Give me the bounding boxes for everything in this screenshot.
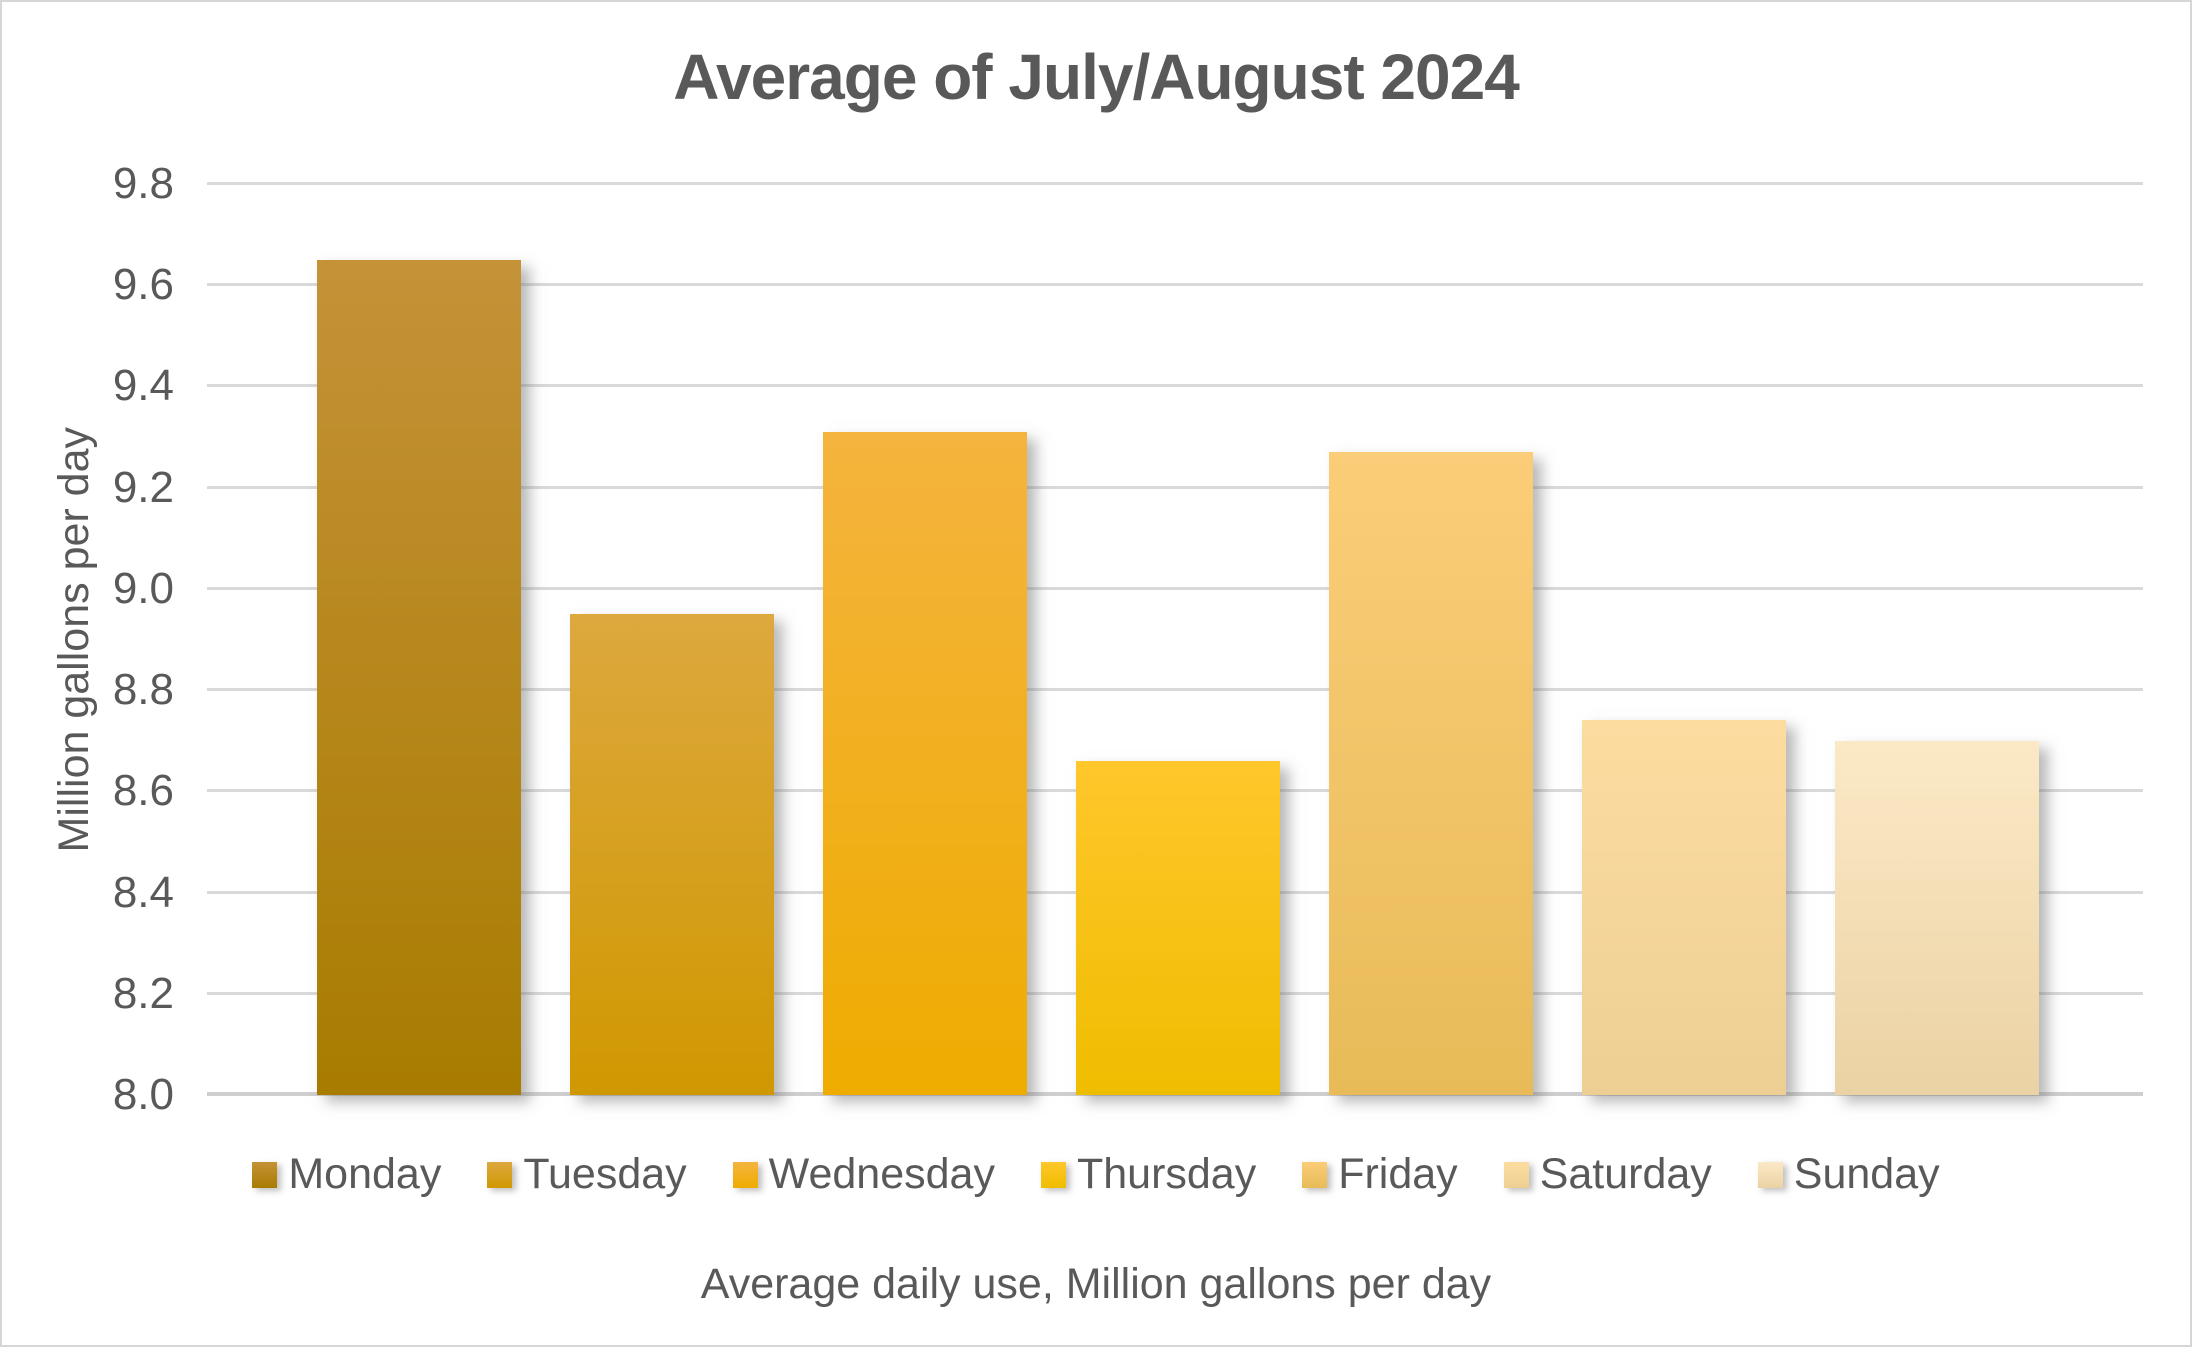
gridline — [207, 688, 2143, 692]
bar-saturday — [1582, 720, 1786, 1095]
chart-title: Average of July/August 2024 — [673, 41, 1520, 113]
legend-swatch-icon — [487, 1161, 513, 1188]
gridline — [207, 182, 2143, 185]
y-tick-labels: 8.0 8.2 8.4 8.6 8.8 9.0 9.2 9.4 9.6 9.8 — [2, 159, 174, 1119]
legend-swatch-icon — [1757, 1161, 1783, 1188]
legend-label: Tuesday — [523, 1150, 687, 1198]
legend-label: Friday — [1338, 1150, 1458, 1198]
y-tick-label: 8.8 — [112, 665, 174, 715]
legend-swatch-icon — [252, 1161, 278, 1188]
gridline — [207, 283, 2143, 287]
y-tick-label: 8.4 — [112, 867, 174, 917]
legend-item-friday: Friday — [1302, 1150, 1458, 1199]
bar-monday — [317, 259, 521, 1095]
legend-item-saturday: Saturday — [1503, 1150, 1712, 1199]
legend-item-thursday: Thursday — [1040, 1150, 1257, 1199]
y-tick-label: 9.6 — [112, 260, 174, 310]
y-tick-label: 9.2 — [112, 462, 174, 512]
y-tick-label: 9.4 — [112, 361, 174, 411]
bar-thursday — [1076, 760, 1280, 1095]
y-tick-label: 8.0 — [112, 1070, 174, 1119]
bar-sunday — [1835, 740, 2039, 1095]
legend-item-monday: Monday — [252, 1150, 441, 1199]
legend-label: Wednesday — [768, 1150, 995, 1198]
bar-wednesday — [823, 432, 1027, 1095]
gridline — [207, 586, 2143, 590]
bar-tuesday — [570, 614, 774, 1095]
y-tick-label: 9.0 — [112, 563, 174, 613]
legend-swatch-icon — [732, 1161, 758, 1188]
y-tick-label: 8.2 — [112, 968, 174, 1018]
legend-swatch-icon — [1040, 1161, 1066, 1188]
plot-area — [207, 182, 2143, 1096]
legend-label: Sunday — [1793, 1150, 1940, 1198]
bar-friday — [1329, 452, 1533, 1095]
legend-item-sunday: Sunday — [1757, 1150, 1940, 1199]
x-axis-caption: Average daily use, Million gallons per d… — [700, 1260, 1492, 1308]
legend-label: Monday — [288, 1150, 442, 1198]
legend-item-wednesday: Wednesday — [732, 1150, 995, 1199]
legend-label: Thursday — [1076, 1150, 1257, 1198]
legend: Monday Tuesday Wednesday Thursday Friday Satu… — [2, 1150, 2190, 1199]
legend-item-tuesday: Tuesday — [487, 1150, 687, 1199]
y-tick-label: 9.8 — [112, 159, 174, 208]
gridline — [207, 485, 2143, 489]
y-tick-label: 8.6 — [112, 766, 174, 816]
legend-label: Saturday — [1539, 1150, 1712, 1198]
legend-swatch-icon — [1302, 1161, 1328, 1188]
legend-swatch-icon — [1503, 1161, 1529, 1188]
gridline — [207, 384, 2143, 388]
